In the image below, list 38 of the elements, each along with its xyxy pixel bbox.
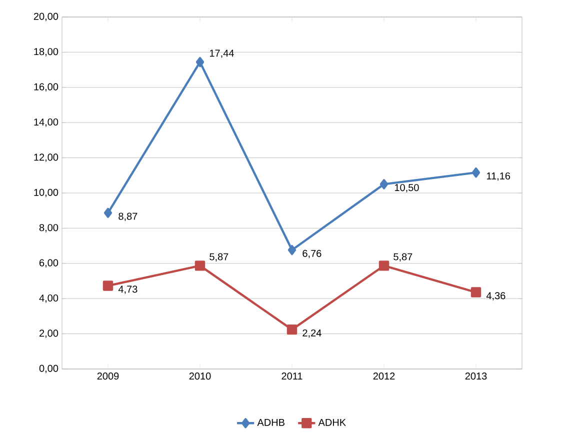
data-label: 4,36 <box>486 292 506 300</box>
x-tick-label: 2013 <box>465 372 487 380</box>
x-tick-label: 2009 <box>97 372 119 380</box>
y-tick-label: 6,00 <box>40 259 58 268</box>
data-label: 17,44 <box>210 50 234 58</box>
data-label: 4,73 <box>118 286 138 294</box>
point <box>196 56 204 68</box>
point <box>470 287 482 298</box>
y-tick-label: 16,00 <box>34 83 58 92</box>
x-tick-label: 2011 <box>282 372 302 380</box>
data-label: 5,87 <box>210 253 228 262</box>
data-label: 5,87 <box>394 253 412 262</box>
x-tick-label: 2010 <box>189 372 211 380</box>
point <box>194 260 206 271</box>
point <box>102 280 114 291</box>
data-label: 10,50 <box>394 184 419 192</box>
data-label: 6,76 <box>302 250 322 258</box>
point <box>378 260 390 271</box>
y-tick-label: 2,00 <box>40 330 58 338</box>
point <box>380 179 388 190</box>
legend-label: ADHK <box>318 418 346 426</box>
y-tick-label: 8,00 <box>39 224 58 232</box>
y-tick-label: 20,00 <box>34 12 58 22</box>
y-tick-label: 0,00 <box>39 364 58 374</box>
y-tick-label: 18,00 <box>34 48 58 56</box>
x-tick-label: 2012 <box>373 372 395 380</box>
y-tick-label: 14,00 <box>34 118 58 127</box>
data-label: 8,87 <box>118 212 138 222</box>
y-tick-label: 10,00 <box>34 188 58 198</box>
point <box>104 208 112 218</box>
point <box>286 324 298 335</box>
y-tick-label: 12,00 <box>34 154 58 162</box>
point <box>472 167 480 178</box>
point <box>288 244 296 256</box>
data-label: 2,24 <box>302 329 322 338</box>
data-label: 11,16 <box>486 172 510 181</box>
legend-label: ADHB <box>257 418 284 426</box>
y-tick-label: 4,00 <box>39 294 58 303</box>
